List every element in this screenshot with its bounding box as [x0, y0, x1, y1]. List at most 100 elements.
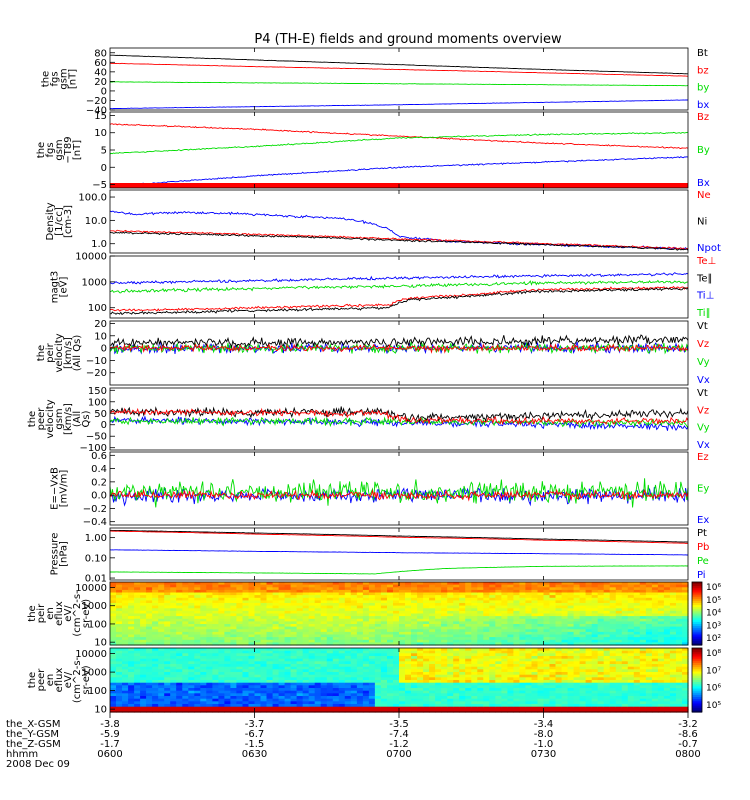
spectrogram-cell — [284, 613, 292, 617]
spectrogram-cell — [236, 648, 243, 652]
spectrogram-cell — [242, 613, 250, 617]
spectrogram-cell — [645, 616, 653, 620]
spectrogram-cell — [134, 672, 141, 676]
spectrogram-cell — [411, 709, 418, 713]
ephemeris-value: -3.2 — [678, 719, 698, 730]
spectrogram-cell — [495, 704, 502, 708]
spectrogram-cell — [603, 584, 611, 588]
spectrogram-cell — [609, 677, 617, 681]
spectrogram-cell — [531, 624, 539, 628]
spectrogram-cell — [320, 664, 328, 668]
spectrogram-cell — [128, 631, 135, 636]
spectrogram-cell — [182, 688, 189, 692]
spectrogram-cell — [272, 693, 280, 697]
spectrogram-cell — [429, 616, 436, 620]
spectrogram-cell — [387, 629, 394, 633]
spectrogram-cell — [639, 704, 647, 708]
spectrogram-cell — [374, 709, 382, 713]
spectrogram-cell — [387, 693, 394, 697]
spectrogram-cell — [236, 624, 243, 628]
spectrogram-cell — [140, 634, 147, 638]
spectrogram-cell — [459, 624, 466, 628]
spectrogram-cell — [140, 656, 147, 660]
spectrogram-cell — [224, 677, 231, 681]
spectrogram-cell — [308, 664, 316, 668]
spectrogram-cell — [308, 656, 316, 660]
spectrogram-cell — [164, 582, 171, 586]
spectrogram-cell — [567, 608, 575, 612]
spectrogram-cell — [465, 605, 472, 609]
spectrogram-cell — [651, 587, 659, 591]
spectrogram-cell — [152, 666, 159, 670]
spectrogram-cell — [657, 597, 665, 601]
spectrogram-cell — [326, 597, 334, 601]
spectrogram-cell — [146, 674, 153, 678]
legend-entry: Vz — [697, 405, 709, 416]
spectrogram-cell — [513, 637, 520, 641]
spectrogram-cell — [326, 656, 334, 660]
spectrogram-cell — [110, 616, 117, 620]
spectrogram-cell — [567, 592, 575, 596]
spectrogram-cell — [477, 674, 484, 678]
spectrogram-cell — [657, 648, 665, 652]
spectrogram-cell — [278, 672, 286, 676]
spectrogram-cell — [320, 597, 328, 601]
spectrogram-cell — [368, 680, 376, 684]
spectrogram-cell — [188, 618, 195, 622]
colorbar-cell — [692, 658, 702, 662]
ephemeris-value: -1.5 — [245, 739, 265, 750]
spectrogram-cell — [663, 639, 671, 643]
spectrogram-cell — [188, 653, 195, 657]
spectrogram-cell — [188, 597, 195, 601]
spectrogram-cell — [266, 595, 274, 599]
spectrogram-cell — [290, 597, 298, 601]
spectrogram-cell — [387, 680, 394, 684]
spectrogram-cell — [423, 592, 430, 596]
spectrogram-cell — [597, 696, 605, 700]
spectrogram-cell — [447, 637, 454, 641]
spectrogram-cell — [435, 629, 442, 633]
spectrogram-cell — [531, 709, 539, 713]
spectrogram-cell — [158, 603, 165, 607]
spectrogram-cell — [344, 672, 352, 676]
spectrogram-cell — [483, 704, 490, 708]
spectrogram-cell — [302, 674, 310, 678]
spectrogram-cell — [236, 629, 243, 633]
spectrogram-cell — [579, 698, 587, 702]
spectrogram-cell — [176, 605, 183, 609]
spectrogram-cell — [236, 709, 243, 713]
spectrogram-cell — [332, 626, 340, 630]
spectrogram-cell — [447, 605, 454, 609]
spectrogram-cell — [682, 621, 689, 625]
spectrogram-cell — [176, 688, 183, 692]
spectrogram-cell — [350, 680, 358, 684]
spectrogram-cell — [651, 631, 659, 636]
spectrogram-cell — [146, 592, 153, 596]
spectrogram-cell — [146, 624, 153, 628]
spectrogram-cell — [266, 642, 274, 646]
spectrogram-cell — [393, 688, 400, 692]
spectrogram-cell — [128, 621, 135, 625]
spectrogram-cell — [453, 680, 460, 684]
spectrogram-cell — [326, 666, 334, 670]
spectrogram-cell — [585, 706, 593, 710]
spectrogram-cell — [603, 610, 611, 615]
spectrogram-cell — [609, 690, 617, 694]
spectrogram-cell — [465, 677, 472, 681]
spectrogram-cell — [447, 642, 454, 646]
spectrogram-cell — [218, 677, 225, 681]
spectrogram-cell — [537, 680, 545, 684]
spectrogram-cell — [200, 650, 207, 654]
spectrogram-cell — [459, 595, 466, 599]
spectrogram-cell — [633, 656, 641, 660]
spectrogram-cell — [657, 693, 665, 697]
spectrogram-cell — [380, 597, 388, 601]
spectrogram-cell — [230, 605, 237, 609]
spectrogram-cell — [338, 674, 346, 678]
spectrogram-cell — [110, 637, 117, 641]
spectrogram-cell — [663, 613, 671, 617]
spectrogram-cell — [368, 674, 376, 678]
colorbar-label: 10³ — [706, 621, 721, 631]
spectrogram-cell — [320, 629, 328, 633]
spectrogram-cell — [471, 610, 478, 615]
